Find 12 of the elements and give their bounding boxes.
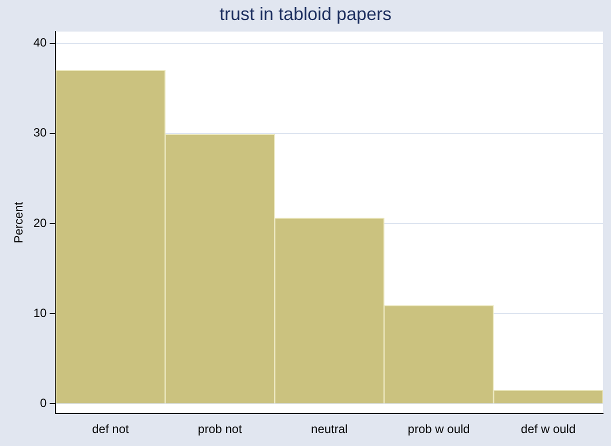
y-tick-label: 0 <box>40 396 48 410</box>
y-axis-title: Percent <box>12 201 26 244</box>
x-tick-label: def not <box>92 422 130 436</box>
y-tick-label: 20 <box>33 216 48 230</box>
x-tick-label: prob not <box>198 422 243 436</box>
y-tick-label: 30 <box>33 126 48 140</box>
x-tick-label: prob w ould <box>408 422 470 436</box>
x-tick-label: neutral <box>311 422 348 436</box>
chart-title: trust in tabloid papers <box>219 4 392 24</box>
x-tick-label: def w ould <box>520 422 576 436</box>
y-tick-label: 40 <box>33 36 48 50</box>
y-tick-label: 10 <box>33 306 48 320</box>
